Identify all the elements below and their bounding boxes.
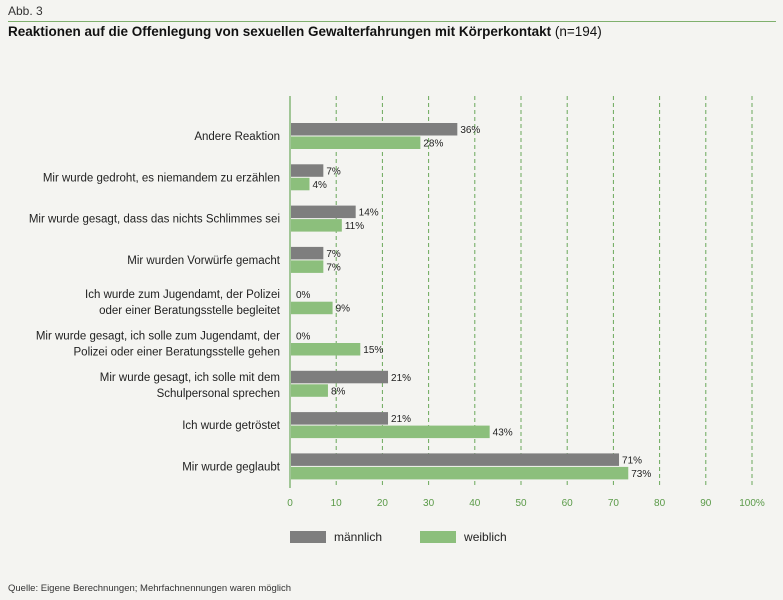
bar-maennlich: [291, 370, 389, 384]
data-label: 71%: [622, 455, 642, 466]
bar-weiblich: [291, 260, 324, 273]
bar-weiblich: [291, 301, 333, 315]
bar-weiblich: [291, 219, 342, 232]
x-tick-label: 40: [469, 498, 481, 509]
chart-sample-size: (n=194): [554, 24, 602, 39]
data-label: 28%: [423, 139, 443, 150]
data-label: 7%: [326, 166, 341, 177]
bar-weiblich: [291, 425, 490, 439]
x-tick-label: 60: [562, 498, 574, 509]
x-tick-label: 50: [515, 498, 527, 509]
category-label: Ich wurde getröstet: [182, 420, 281, 432]
labels-layer: Andere Reaktion 36% 28% Mir wurde gedroht, …: [29, 125, 652, 480]
data-label: 43%: [493, 428, 513, 439]
category-label-line: Schulpersonal sprechen: [157, 388, 280, 400]
chart-title-text: Reaktionen auf die Offenlegung von sexue…: [8, 24, 552, 39]
legend: männlich weiblich: [290, 530, 545, 544]
grid-layer: [289, 96, 753, 488]
bar-weiblich: [291, 343, 361, 356]
data-label: 9%: [336, 304, 351, 315]
data-label: 21%: [391, 414, 411, 425]
x-axis-ticks: 0 10 20 30 40 50 60 70 80 90 100%: [287, 498, 765, 509]
legend-swatch-maennlich: [290, 531, 326, 543]
data-label: 8%: [331, 386, 346, 397]
category-label: Mir wurden Vorwürfe gemacht: [127, 255, 281, 267]
category-label: Ich wurde zum Jugendamt, der Polizei oder…: [85, 289, 281, 317]
category-label: Mir wurde geglaubt: [182, 461, 281, 473]
legend-item-weiblich: weiblich: [420, 530, 507, 544]
title-rule: [8, 21, 776, 22]
category-label: Andere Reaktion: [194, 131, 280, 143]
bar-weiblich: [291, 384, 328, 397]
chart-title: Reaktionen auf die Offenlegung von sexue…: [8, 24, 602, 39]
bar-weiblich: [291, 136, 421, 149]
category-label-line: Polizei oder einer Beratungsstelle gehen: [74, 347, 281, 359]
category-label-line: Mir wurde gesagt, ich solle mit dem: [100, 372, 280, 384]
x-tick-label: 10: [331, 498, 343, 509]
legend-label-maennlich: männlich: [334, 530, 383, 544]
category-label-line: Mir wurde gesagt, ich solle zum Jugendam…: [36, 331, 280, 343]
x-tick-label: 20: [377, 498, 389, 509]
category-label: Mir wurde gesagt, ich solle mit dem Schul…: [100, 372, 280, 400]
data-label: 14%: [359, 208, 379, 219]
bar-maennlich: [291, 205, 356, 219]
source-note: Quelle: Eigene Berechnungen; Mehrfachnen…: [8, 583, 292, 594]
data-label: 73%: [631, 469, 651, 480]
category-label: Mir wurde gedroht, es niemandem zu erzäh…: [43, 172, 280, 184]
bar-weiblich: [291, 466, 629, 480]
data-label: 4%: [312, 180, 327, 191]
figure-label: Abb. 3: [8, 4, 43, 18]
legend-swatch-weiblich: [420, 531, 457, 543]
bar-maennlich: [291, 453, 620, 466]
bar-maennlich: [291, 246, 324, 260]
legend-label-weiblich: weiblich: [464, 530, 507, 544]
x-tick-label: 80: [654, 498, 666, 509]
x-tick-label: 30: [423, 498, 435, 509]
bar-maennlich: [291, 412, 389, 425]
data-label: 11%: [345, 221, 364, 232]
bar-maennlich: [291, 164, 324, 177]
bar-weiblich: [291, 177, 310, 191]
legend-item-maennlich: männlich: [290, 530, 382, 544]
data-label: 0%: [296, 290, 311, 301]
category-label: Mir wurde gesagt, dass das nichts Schlim…: [29, 214, 280, 226]
x-tick-label: 100%: [739, 498, 765, 509]
x-tick-label: 0: [287, 498, 293, 509]
category-label: Mir wurde gesagt, ich solle zum Jugendam…: [36, 331, 280, 359]
category-label-line: oder einer Beratungsstelle begleitet: [99, 305, 281, 317]
data-label: 21%: [391, 373, 411, 384]
bars-layer: [291, 123, 629, 480]
x-tick-label: 70: [608, 498, 620, 509]
data-label: 7%: [326, 262, 341, 273]
data-label: 36%: [460, 125, 480, 136]
data-label: 0%: [296, 332, 311, 343]
data-label: 15%: [363, 345, 383, 356]
bar-maennlich: [291, 123, 458, 136]
data-label: 7%: [326, 249, 341, 260]
category-label-line: Ich wurde zum Jugendamt, der Polizei: [85, 289, 280, 301]
x-tick-label: 90: [700, 498, 712, 509]
